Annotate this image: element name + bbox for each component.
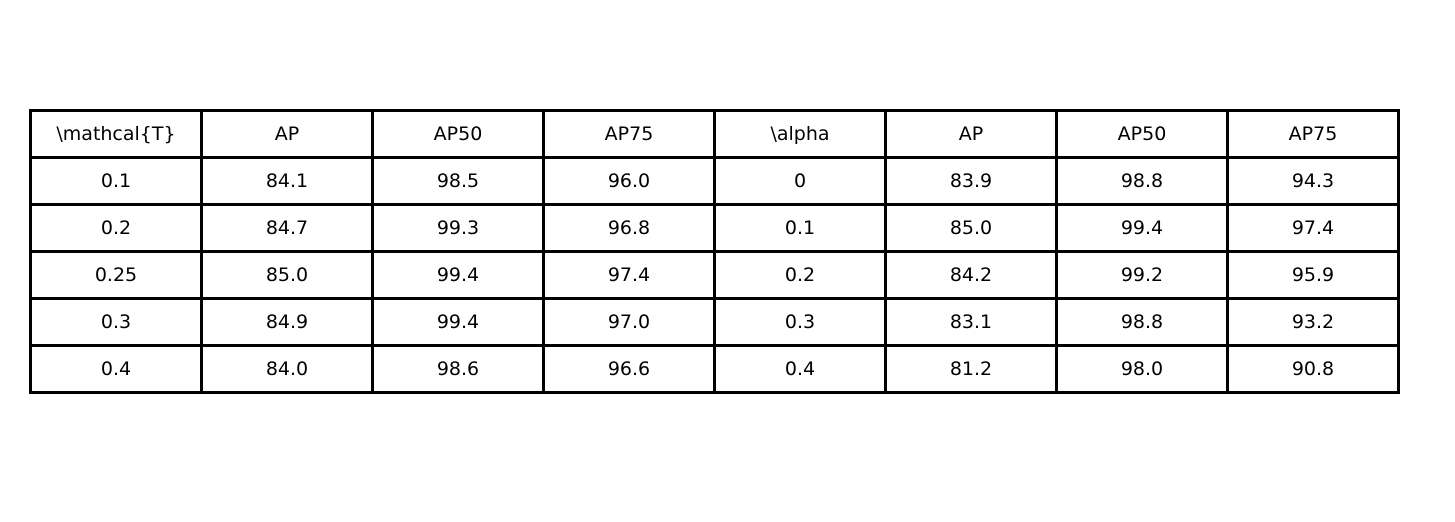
- table-cell: 99.4: [1055, 203, 1229, 253]
- table-cell: 0.1: [29, 156, 203, 206]
- table-cell: 98.8: [1055, 156, 1229, 206]
- table-row: 0.4 84.0 98.6 96.6 0.4 81.2 98.0 90.8: [29, 344, 1400, 394]
- table-cell: 94.3: [1226, 156, 1400, 206]
- table-cell: 97.0: [542, 297, 716, 347]
- table-header-cell: AP50: [1055, 109, 1229, 159]
- table-header-cell: AP75: [1226, 109, 1400, 159]
- table-cell: 96.6: [542, 344, 716, 394]
- table-cell: 93.2: [1226, 297, 1400, 347]
- table-cell: 0.1: [713, 203, 887, 253]
- table-cell: 99.3: [371, 203, 545, 253]
- table-row: 0.1 84.1 98.5 96.0 0 83.9 98.8 94.3: [29, 156, 1400, 206]
- table-cell: 83.1: [884, 297, 1058, 347]
- table-cell: 0.2: [29, 203, 203, 253]
- table-row: 0.25 85.0 99.4 97.4 0.2 84.2 99.2 95.9: [29, 250, 1400, 300]
- table-cell: 96.0: [542, 156, 716, 206]
- table-cell: 98.6: [371, 344, 545, 394]
- table-cell: 99.4: [371, 250, 545, 300]
- table-cell: 95.9: [1226, 250, 1400, 300]
- table-cell: 0.3: [29, 297, 203, 347]
- table-cell: 98.0: [1055, 344, 1229, 394]
- table-header-cell: \alpha: [713, 109, 887, 159]
- table-header-row: \mathcal{T} AP AP50 AP75 \alpha AP AP50 AP75: [29, 109, 1400, 159]
- table-container: \mathcal{T} AP AP50 AP75 \alpha AP AP50 AP75 0.1…: [29, 109, 1400, 394]
- table-cell: 84.0: [200, 344, 374, 394]
- results-table: \mathcal{T} AP AP50 AP75 \alpha AP AP50 AP75 0.1…: [29, 109, 1400, 394]
- table-cell: 97.4: [542, 250, 716, 300]
- table-row: 0.3 84.9 99.4 97.0 0.3 83.1 98.8 93.2: [29, 297, 1400, 347]
- table-cell: 85.0: [884, 203, 1058, 253]
- table-cell: 81.2: [884, 344, 1058, 394]
- table-header-cell: AP: [884, 109, 1058, 159]
- table-cell: 90.8: [1226, 344, 1400, 394]
- table-cell: 0.3: [713, 297, 887, 347]
- table-cell: 99.2: [1055, 250, 1229, 300]
- table-row: 0.2 84.7 99.3 96.8 0.1 85.0 99.4 97.4: [29, 203, 1400, 253]
- table-body: \mathcal{T} AP AP50 AP75 \alpha AP AP50 AP75 0.1…: [29, 109, 1400, 394]
- table-cell: 0.4: [713, 344, 887, 394]
- table-cell: 99.4: [371, 297, 545, 347]
- table-cell: 0: [713, 156, 887, 206]
- table-header-cell: \mathcal{T}: [29, 109, 203, 159]
- table-cell: 97.4: [1226, 203, 1400, 253]
- table-cell: 84.2: [884, 250, 1058, 300]
- table-header-cell: AP75: [542, 109, 716, 159]
- table-cell: 98.8: [1055, 297, 1229, 347]
- table-cell: 0.25: [29, 250, 203, 300]
- table-cell: 96.8: [542, 203, 716, 253]
- table-header-cell: AP50: [371, 109, 545, 159]
- table-cell: 0.2: [713, 250, 887, 300]
- table-cell: 0.4: [29, 344, 203, 394]
- table-cell: 84.7: [200, 203, 374, 253]
- table-cell: 84.1: [200, 156, 374, 206]
- table-header-cell: AP: [200, 109, 374, 159]
- table-cell: 98.5: [371, 156, 545, 206]
- table-cell: 85.0: [200, 250, 374, 300]
- table-cell: 83.9: [884, 156, 1058, 206]
- table-cell: 84.9: [200, 297, 374, 347]
